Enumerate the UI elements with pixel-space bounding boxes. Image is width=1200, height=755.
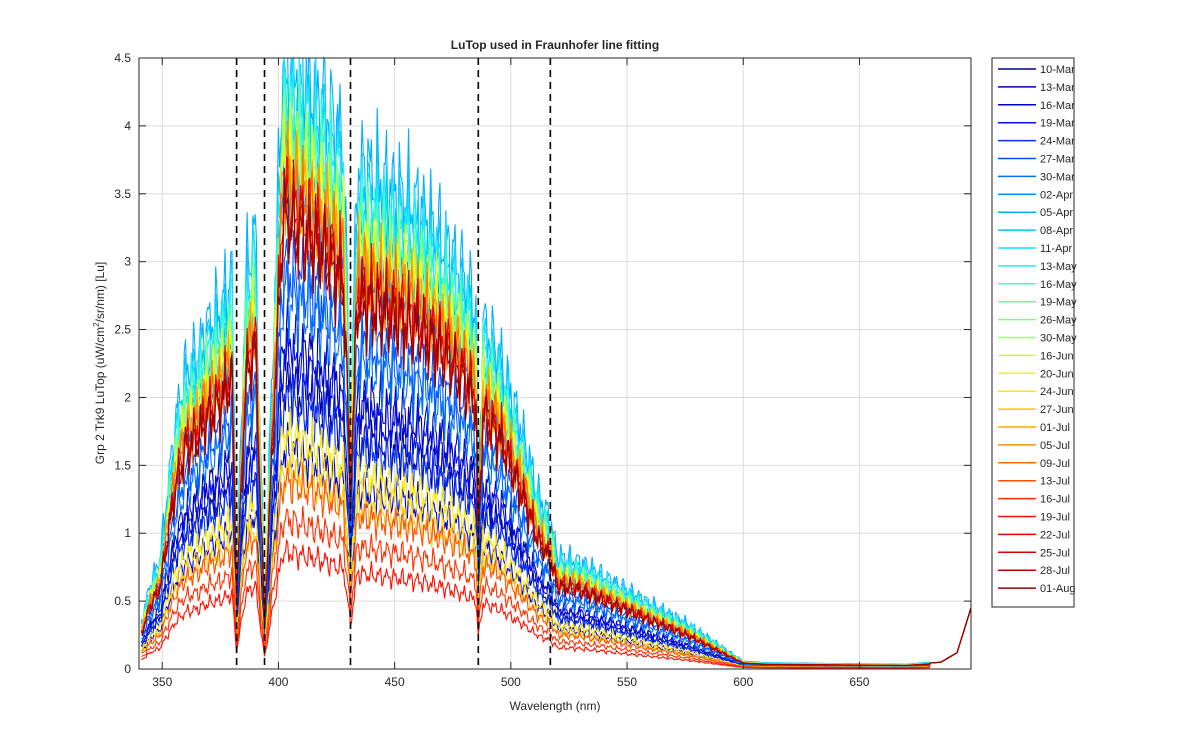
x-tick-label: 500: [501, 675, 521, 689]
legend-label: 13-Jul: [1040, 476, 1070, 488]
legend-label: 19-Jul: [1040, 512, 1070, 524]
legend-label: 27-Mar: [1040, 154, 1075, 166]
legend-box: [991, 57, 1075, 608]
y-axis-title-pre: Grp 2 Trk9 LuTop (uW/cm: [93, 327, 107, 464]
legend-label: 20-Jun: [1040, 368, 1074, 380]
legend-label: 28-Jul: [1040, 565, 1070, 577]
x-tick-label: 400: [268, 675, 288, 689]
legend-label: 24-Jun: [1040, 386, 1074, 398]
y-tick-label: 0: [124, 662, 131, 676]
series-layer: [140, 55, 972, 669]
legend-label: 01-Aug: [1040, 583, 1075, 595]
chart-title: LuTop used in Fraunhofer line fitting: [451, 38, 659, 52]
legend-label: 05-Jul: [1040, 440, 1070, 452]
fraunhofer-lines: [235, 58, 552, 669]
legend-label: 13-May: [1040, 261, 1077, 273]
legend-label: 13-Mar: [1040, 82, 1075, 94]
legend-label: 16-Mar: [1040, 100, 1075, 112]
x-tick-label: 450: [385, 675, 405, 689]
y-axis-title-sup: 2: [92, 322, 101, 327]
legend-label: 25-Jul: [1040, 547, 1070, 559]
axes: 350 400 450 500 550 600 650 0 0.5 1 1.5 2 2.5 3 3.5 4 4.…: [114, 51, 972, 689]
legend-label: 22-Jul: [1040, 529, 1070, 541]
legend-label: 02-Apr: [1040, 189, 1073, 201]
legend-label: 16-Jul: [1040, 494, 1070, 506]
legend-label: 19-May: [1040, 297, 1077, 309]
y-axis-title-post: /sr/nm) [Lu]: [93, 262, 107, 323]
legend-label: 01-Jul: [1040, 422, 1070, 434]
series-line-01-Aug: [140, 164, 972, 667]
y-tick-label: 3.5: [114, 187, 131, 201]
axes-box: [138, 57, 972, 670]
legend-label: 10-Mar: [1040, 64, 1075, 76]
x-tick-label: 350: [152, 675, 172, 689]
legend-label: 30-Mar: [1040, 171, 1075, 183]
y-tick-label: 1.5: [114, 458, 131, 472]
legend-label: 16-May: [1040, 279, 1077, 291]
y-tick-label: 1: [124, 526, 131, 540]
y-tick-label: 2: [124, 390, 131, 404]
y-tick-label: 4: [124, 119, 131, 133]
legend-label: 11-Apr: [1040, 243, 1073, 255]
legend-label: 08-Apr: [1040, 225, 1073, 237]
series-line-30-Mar: [141, 260, 972, 667]
y-tick-label: 2.5: [114, 323, 131, 337]
legend[interactable]: 10-Mar 13-Mar 16-Mar 19-Mar 24-Mar 27-Mar 30-M…: [991, 57, 1077, 608]
legend-label: 26-May: [1040, 315, 1077, 327]
legend-label: 27-Jun: [1040, 404, 1074, 416]
legend-label: 24-Mar: [1040, 136, 1075, 148]
legend-label: 09-Jul: [1040, 458, 1070, 470]
x-axis-title: Wavelength (nm): [510, 699, 601, 713]
legend-label: 16-Jun: [1040, 350, 1074, 362]
series-line-19-Jul: [141, 538, 972, 669]
legend-label: 19-Mar: [1040, 118, 1075, 130]
y-tick-label: 3: [124, 255, 131, 269]
y-axis-title: Grp 2 Trk9 LuTop (uW/cm2/sr/nm) [Lu]: [92, 262, 107, 465]
x-tick-label: 550: [617, 675, 637, 689]
legend-label: 30-May: [1040, 333, 1077, 345]
legend-label: 05-Apr: [1040, 207, 1073, 219]
x-tick-label: 650: [849, 675, 869, 689]
y-tick-label: 4.5: [114, 51, 131, 65]
x-tick-label: 600: [733, 675, 753, 689]
y-tick-label: 0.5: [114, 594, 131, 608]
